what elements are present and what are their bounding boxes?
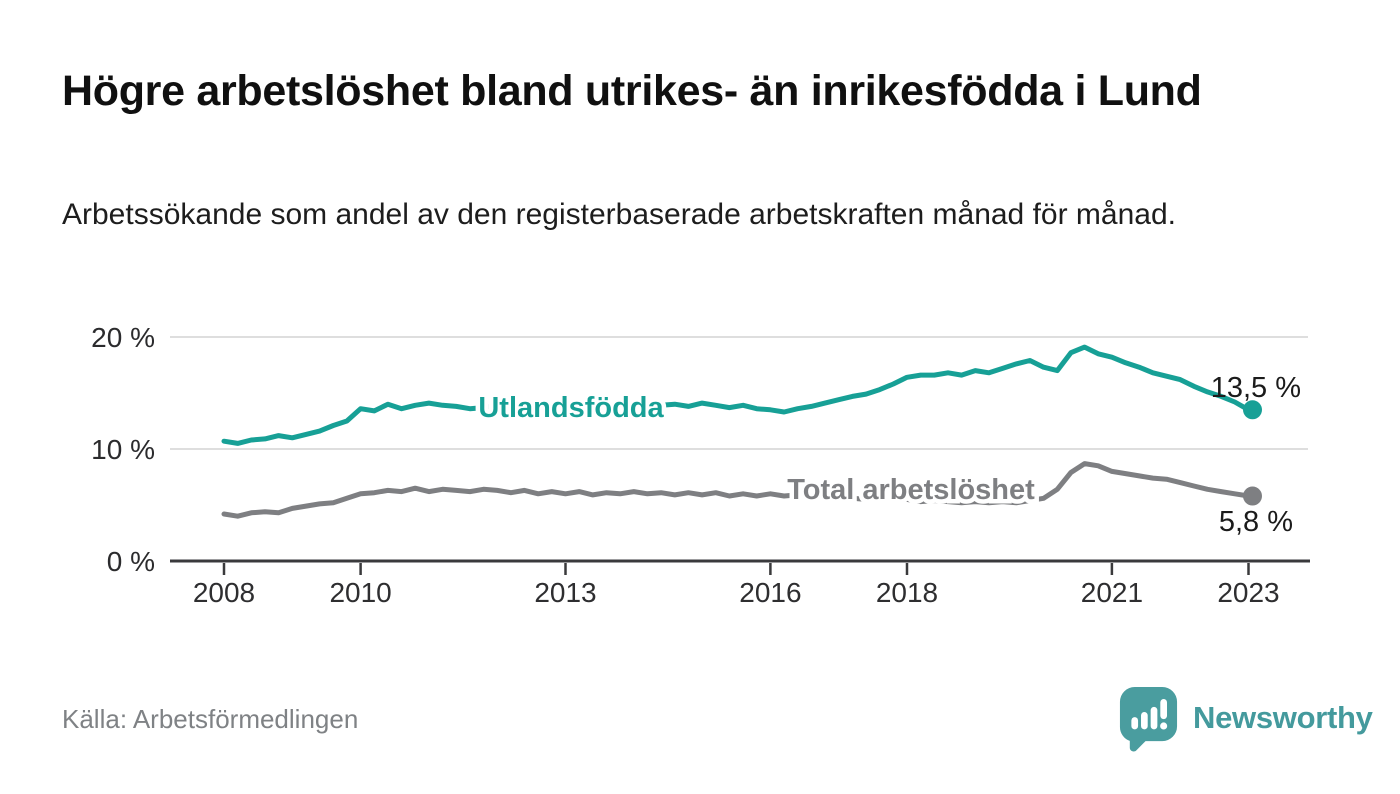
newsworthy-icon [1119,686,1178,752]
x-tick-label-2013: 2013 [534,577,596,608]
y-tick-label-10: 10 % [91,434,155,465]
x-tick-label-2023: 2023 [1217,577,1279,608]
x-tick-label-2016: 2016 [739,577,801,608]
x-tick-label-2018: 2018 [876,577,938,608]
series-line-total-arbetsl-shet [221,461,1251,519]
end-dot-total-arbetsl-shet [1243,486,1262,506]
newsworthy-logo: Newsworthy [1117,684,1373,752]
page-title: Högre arbetslöshet bland utrikes- än inr… [62,67,1202,115]
value-label-total-arbetsl-shet: 5,8 % [1219,506,1293,538]
end-dot-utlandsf-dda [1243,400,1262,420]
x-tick-label-2010: 2010 [329,577,391,608]
x-tick-label-2008: 2008 [193,577,255,608]
series-label-utlandsf-dda: Utlandsfödda [478,392,664,424]
y-tick-label-20: 20 % [91,322,155,353]
y-tick-label-0: 0 % [107,546,155,577]
newsworthy-wordmark: Newsworthy [1193,700,1373,735]
x-tick-label-2021: 2021 [1081,577,1143,608]
series-label-total-arbetsl-shet: Total arbetslöshet [787,474,1035,506]
series-line-utlandsf-dda [221,344,1251,446]
page-subtitle: Arbetssökande som andel av den registerb… [62,198,1176,231]
value-label-utlandsf-dda: 13,5 % [1211,372,1301,404]
source-note: Källa: Arbetsförmedlingen [62,704,359,734]
